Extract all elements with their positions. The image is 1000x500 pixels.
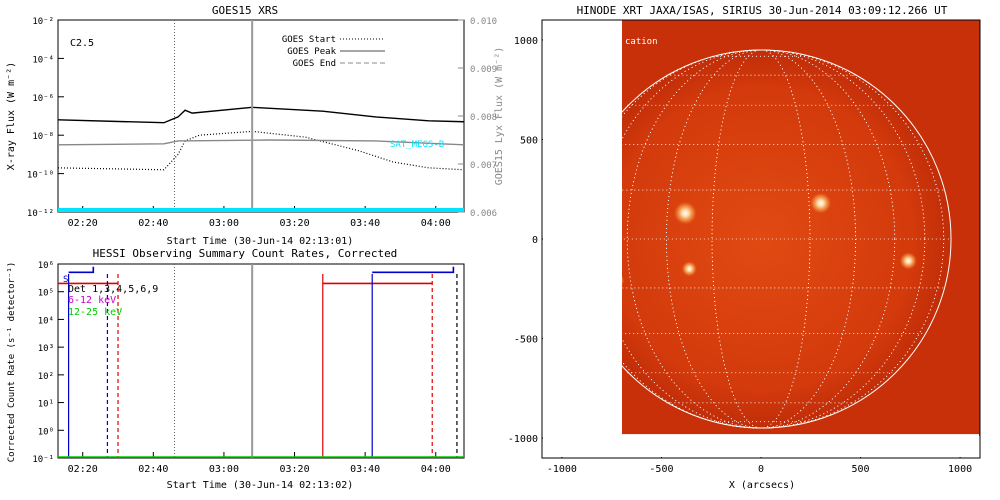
goes-y-axis: 10⁻¹² 10⁻¹⁰ 10⁻⁸ 10⁻⁶ 10⁻⁴ 10⁻²: [27, 17, 64, 219]
hessi-x-tick-label: 03:40: [350, 464, 380, 475]
goes-x-tick-label: 03:20: [279, 218, 309, 229]
hessi-series-group: [58, 264, 464, 458]
xrt-y-tick-label: -1000: [508, 434, 538, 445]
goes-annotation: SAT_MEGS-B: [390, 140, 444, 150]
goes-x-tick-label: 02:40: [138, 218, 168, 229]
goes-baseline-band: [58, 208, 464, 212]
hessi-y-tick-label: 10¹: [38, 400, 54, 410]
xrt-x-tick-label: 1000: [948, 464, 972, 475]
bright-region-4: [622, 275, 625, 287]
goes-legend: GOES Start GOES Peak GOES End: [282, 35, 385, 69]
goes-y-tick-label-right: 0.008: [470, 113, 497, 123]
hessi-y-tick-label: 10⁴: [38, 316, 54, 326]
goes-x-tick-label: 03:40: [350, 218, 380, 229]
grid-longitude: [711, 49, 811, 429]
goes-x-tick-label: 03:00: [209, 218, 239, 229]
goes-y-tick-label: 10⁻⁴: [32, 55, 54, 65]
xrt-y-axis: -1000 -500 0 500 1000: [508, 21, 979, 457]
xrt-image: cation: [622, 20, 980, 436]
xrt-x-label: X (arcsecs): [729, 480, 795, 491]
goes-series-group: [57, 20, 465, 212]
hessi-x-tick-label: 03:00: [209, 464, 239, 475]
hessi-title: HESSI Observing Summary Count Rates, Cor…: [93, 247, 398, 260]
hessi-legend: Det 1,3,4,5,6,9 6-12 keV 12-25 keV: [68, 284, 158, 318]
xrt-x-tick-label: 500: [852, 464, 870, 475]
hessi-x-tick-label: 02:20: [68, 464, 98, 475]
xrt-x-tick-label: 0: [758, 464, 764, 475]
hessi-x-tick-label: 02:40: [138, 464, 168, 475]
flare-class-label: C2.5: [70, 38, 94, 49]
bright-regions: [622, 192, 918, 287]
legend-goes-peak: GOES Peak: [287, 47, 336, 57]
hessi-y-tick-label: 10⁻¹: [32, 455, 54, 465]
hessi-panel: HESSI Observing Summary Count Rates, Cor…: [7, 247, 465, 491]
goes-series-line-1: [57, 130, 465, 171]
goes-y-tick-label: 10⁻⁶: [32, 94, 54, 104]
legend-12-25-kev: 12-25 keV: [68, 307, 122, 318]
goes-y-tick-label: 10⁻¹²: [27, 209, 54, 219]
legend-6-12-kev: 6-12 keV: [68, 295, 116, 306]
solar-limb: [622, 49, 952, 429]
goes-y-label-right: GOES15 Lyx Flux (W m⁻²): [494, 47, 505, 185]
goes-x-tick-label: 04:00: [421, 218, 451, 229]
goes-y-tick-label: 10⁻²: [32, 17, 54, 27]
xrt-no-data-region: [543, 21, 622, 457]
bright-region-3: [681, 260, 698, 277]
goes-title: GOES15 XRS: [212, 4, 278, 17]
xrt-y-tick-label: 0: [532, 235, 538, 246]
hessi-x-axis: 02:20 02:40 03:00 03:20 03:40 04:00: [68, 452, 451, 475]
goes-series-line-0: [57, 106, 465, 124]
goes-y-tick-label: 10⁻¹⁰: [27, 171, 54, 181]
legend-goes-end: GOES End: [293, 59, 336, 69]
hessi-y-tick-label: 10⁶: [38, 261, 54, 271]
hessi-y-axis: 10⁻¹ 10⁰ 10¹ 10² 10³ 10⁴ 10⁵ 10⁶: [32, 261, 64, 465]
goes-y-tick-label-right: 0.007: [470, 161, 497, 171]
xrt-title: HINODE XRT JAXA/ISAS, SIRIUS 30-Jun-2014…: [577, 4, 948, 17]
goes-panel: GOES15 XRS 02:20 02:40 03:00 03:20 03:40 04:0…: [6, 4, 505, 247]
hessi-y-tick-label: 10²: [38, 372, 54, 382]
bright-region-1: [809, 192, 832, 215]
hessi-y-label: Corrected Count Rate (s⁻¹ detector⁻¹): [7, 262, 17, 462]
xrt-panel: HINODE XRT JAXA/ISAS, SIRIUS 30-Jun-2014…: [508, 4, 981, 491]
xrt-no-data-bottom: [621, 434, 979, 457]
goes-x-label: Start Time (30-Jun-14 02:13:01): [167, 236, 354, 247]
xrt-y-tick-label: -500: [514, 335, 538, 346]
bright-region-0: [673, 201, 698, 226]
hessi-s-marker: S: [63, 275, 68, 285]
hessi-plot-frame: [57, 263, 465, 459]
legend-detectors: Det 1,3,4,5,6,9: [68, 284, 158, 295]
hessi-x-tick-label: 04:00: [421, 464, 451, 475]
goes-plot-frame: [57, 19, 465, 213]
solar-disk: [622, 50, 951, 428]
hessi-y-tick-label: 10⁰: [38, 427, 54, 437]
hessi-y-tick-label: 10⁵: [38, 289, 54, 299]
hessi-att-segment-2: [372, 266, 455, 274]
goes-y-tick-label-right: 0.009: [470, 65, 497, 75]
xrt-y-tick-label: 500: [520, 135, 538, 146]
goes-y-label: X-ray Flux (W m⁻²): [6, 62, 17, 170]
goes-y-tick-label: 10⁻⁸: [32, 132, 54, 142]
xrt-x-tick-label: -500: [649, 464, 673, 475]
goes-y-tick-label-right: 0.010: [470, 17, 497, 27]
hessi-x-label: Start Time (30-Jun-14 02:13:02): [167, 480, 354, 491]
xrt-overlay-text: cation: [625, 37, 658, 47]
hessi-att-segment-1: [68, 266, 95, 274]
goes-x-tick-label: 02:20: [68, 218, 98, 229]
grid-longitude: [626, 49, 896, 429]
grid-longitude: [622, 49, 945, 429]
xrt-x-tick-label: -1000: [547, 464, 577, 475]
hessi-y-tick-label: 10³: [38, 344, 54, 354]
xrt-y-tick-label: 1000: [514, 36, 538, 47]
goes-series-line-2: [57, 139, 465, 146]
bright-region-2: [899, 251, 918, 270]
hessi-x-tick-label: 03:20: [279, 464, 309, 475]
legend-goes-start: GOES Start: [282, 35, 336, 45]
goes-y-tick-label-right: 0.006: [470, 209, 497, 219]
